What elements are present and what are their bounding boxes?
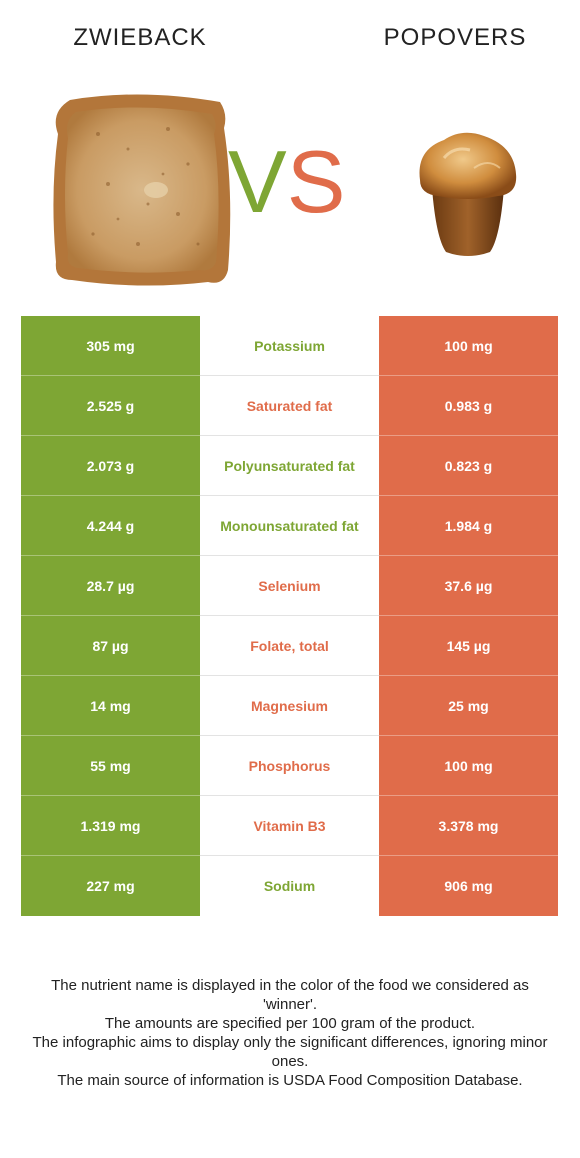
zwieback-image <box>53 94 231 286</box>
table-row: 227 mg Sodium 906 mg <box>21 856 558 916</box>
right-value: 100 mg <box>379 316 558 376</box>
footer-line: The infographic aims to display only the… <box>32 1034 548 1070</box>
nutrient-comparison-table: 305 mg Potassium 100 mg 2.525 g Saturate… <box>21 316 558 916</box>
left-value: 28.7 µg <box>21 556 200 616</box>
right-value: 3.378 mg <box>379 796 558 856</box>
table-row: 2.525 g Saturated fat 0.983 g <box>21 376 558 436</box>
right-value: 25 mg <box>379 676 558 736</box>
nutrient-name: Magnesium <box>200 676 379 736</box>
footer-line: The amounts are specified per 100 gram o… <box>104 1015 476 1032</box>
nutrient-name: Sodium <box>200 856 379 916</box>
table-row: 305 mg Potassium 100 mg <box>21 316 558 376</box>
left-value: 2.073 g <box>21 436 200 496</box>
table-row: 2.073 g Polyunsaturated fat 0.823 g <box>21 436 558 496</box>
left-value: 1.319 mg <box>21 796 200 856</box>
vs-letter-s: S <box>286 132 346 231</box>
left-value: 14 mg <box>21 676 200 736</box>
footer-line: The nutrient name is displayed in the co… <box>51 977 529 1013</box>
left-value: 4.244 g <box>21 496 200 556</box>
left-value: 55 mg <box>21 736 200 796</box>
right-value: 37.6 µg <box>379 556 558 616</box>
nutrient-name: Saturated fat <box>200 376 379 436</box>
table-row: 14 mg Magnesium 25 mg <box>21 676 558 736</box>
popover-image <box>419 132 517 256</box>
right-food-title: POPOVERS <box>383 24 527 51</box>
left-food-title: ZWIEBACK <box>73 24 207 51</box>
nutrient-name: Phosphorus <box>200 736 379 796</box>
right-value: 0.983 g <box>379 376 558 436</box>
right-value: 0.823 g <box>379 436 558 496</box>
nutrient-name: Potassium <box>200 316 379 376</box>
left-value: 87 µg <box>21 616 200 676</box>
table-row: 4.244 g Monounsaturated fat 1.984 g <box>21 496 558 556</box>
right-value: 906 mg <box>379 856 558 916</box>
nutrient-name: Vitamin B3 <box>200 796 379 856</box>
footer-notes: The nutrient name is displayed in the co… <box>30 976 550 1090</box>
nutrient-name: Selenium <box>200 556 379 616</box>
left-value: 2.525 g <box>21 376 200 436</box>
left-value: 227 mg <box>21 856 200 916</box>
vs-letter-v: V <box>228 132 287 231</box>
footer-line: The main source of information is USDA F… <box>57 1072 523 1089</box>
nutrient-name: Folate, total <box>200 616 379 676</box>
left-value: 305 mg <box>21 316 200 376</box>
table-row: 28.7 µg Selenium 37.6 µg <box>21 556 558 616</box>
right-value: 1.984 g <box>379 496 558 556</box>
nutrient-name: Polyunsaturated fat <box>200 436 379 496</box>
vs-label: VS <box>228 132 358 232</box>
right-value: 100 mg <box>379 736 558 796</box>
table-row: 1.319 mg Vitamin B3 3.378 mg <box>21 796 558 856</box>
table-row: 87 µg Folate, total 145 µg <box>21 616 558 676</box>
right-value: 145 µg <box>379 616 558 676</box>
nutrient-name: Monounsaturated fat <box>200 496 379 556</box>
table-row: 55 mg Phosphorus 100 mg <box>21 736 558 796</box>
